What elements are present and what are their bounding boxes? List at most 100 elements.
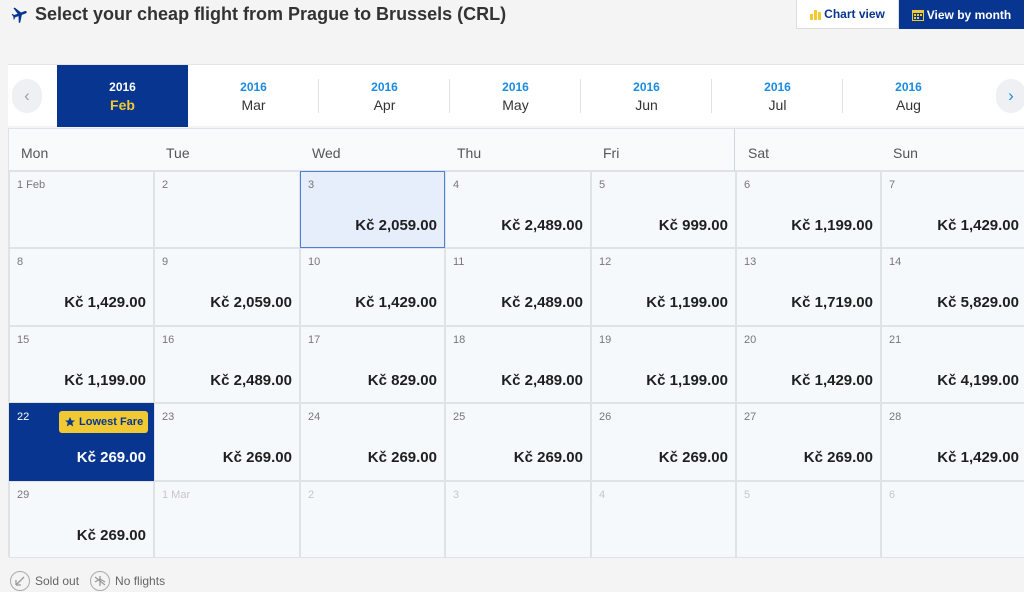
day-number: 2 — [308, 489, 315, 501]
header: Select your cheap flight from Prague to … — [0, 0, 1024, 30]
month-tab-apr[interactable]: 2016 Apr — [319, 65, 450, 127]
weekday-sun: Sun — [881, 129, 1024, 171]
sold-out-label: Sold out — [35, 574, 80, 588]
day-cell[interactable]: 6 Kč 1,199.00 — [736, 171, 881, 248]
month-tab-mar[interactable]: 2016 Mar — [188, 65, 319, 127]
month-tab-jun[interactable]: 2016 Jun — [581, 65, 712, 127]
month-tab-separator — [711, 79, 712, 113]
day-cell[interactable]: 5 Kč 999.00 — [591, 171, 736, 248]
month-tab-month: Jun — [635, 97, 658, 113]
day-cell[interactable]: 11 Kč 2,489.00 — [445, 248, 591, 326]
fare-price: Kč 1,429.00 — [937, 449, 1019, 466]
month-tab-month: Jul — [768, 97, 787, 113]
weekday-thu: Thu — [445, 129, 591, 171]
fare-price: Kč 1,199.00 — [646, 372, 728, 389]
day-cell[interactable]: 9 Kč 2,059.00 — [154, 248, 300, 326]
month-tab-jul[interactable]: 2016 Jul — [712, 65, 843, 127]
fare-price: Kč 269.00 — [513, 449, 583, 466]
day-number: 1 Feb — [17, 179, 46, 191]
day-cell[interactable]: 16 Kč 2,489.00 — [154, 326, 300, 403]
day-cell[interactable]: 24 Kč 269.00 — [300, 403, 445, 481]
day-cell: 6 — [881, 481, 1024, 558]
fare-price: Kč 999.00 — [658, 217, 728, 234]
day-cell[interactable]: 17 Kč 829.00 — [300, 326, 445, 403]
day-cell[interactable]: 12 Kč 1,199.00 — [591, 248, 736, 326]
month-tab-aug[interactable]: 2016 Aug — [843, 65, 974, 127]
day-number: 21 — [889, 334, 902, 346]
day-cell[interactable]: 10 Kč 1,429.00 — [300, 248, 445, 326]
fare-price: Kč 5,829.00 — [937, 294, 1019, 311]
legend: Sold out No flights — [10, 570, 176, 592]
month-selector: ‹ 2016 Feb 2016 Mar 2016 Apr 2016 May 2016 Jun 201… — [8, 64, 1024, 127]
day-cell[interactable]: 28 Kč 1,429.00 — [881, 403, 1024, 481]
day-cell: 2 — [300, 481, 445, 558]
month-tab-may[interactable]: 2016 May — [450, 65, 581, 127]
day-number: 12 — [599, 256, 612, 268]
day-number: 24 — [308, 411, 321, 423]
chevron-left-icon[interactable]: ‹ — [12, 79, 42, 113]
month-tab-separator — [318, 79, 319, 113]
fare-price: Kč 1,429.00 — [791, 372, 873, 389]
lowest-fare-label: Lowest Fare — [79, 416, 144, 428]
day-number: 11 — [453, 256, 465, 268]
chart-view-button[interactable]: Chart view — [796, 0, 899, 29]
day-cell[interactable]: 19 Kč 1,199.00 — [591, 326, 736, 403]
fare-price: Kč 1,429.00 — [64, 294, 146, 311]
month-tab-year: 2016 — [895, 80, 922, 94]
month-tab-year: 2016 — [764, 80, 791, 94]
day-number: 25 — [453, 411, 466, 423]
weekday-sat: Sat — [736, 129, 881, 171]
fare-price: Kč 269.00 — [222, 449, 292, 466]
fare-price: Kč 2,489.00 — [501, 217, 583, 234]
day-cell[interactable]: 4 Kč 2,489.00 — [445, 171, 591, 248]
day-cell[interactable]: 7 Kč 1,429.00 — [881, 171, 1024, 248]
month-tab-feb[interactable]: 2016 Feb — [57, 65, 188, 127]
day-cell[interactable]: 14 Kč 5,829.00 — [881, 248, 1024, 326]
day-cell[interactable]: 25 Kč 269.00 — [445, 403, 591, 481]
day-number: 6 — [889, 489, 896, 501]
fare-price: Kč 1,199.00 — [64, 372, 146, 389]
day-cell[interactable]: 3 Kč 2,059.00 — [300, 171, 445, 248]
day-cell[interactable]: 29 Kč 269.00 — [9, 481, 154, 558]
fare-price: Kč 1,429.00 — [937, 217, 1019, 234]
lowest-fare-badge: Lowest Fare — [59, 411, 149, 433]
fare-price: Kč 1,199.00 — [791, 217, 873, 234]
day-cell[interactable]: 22 Lowest Fare Kč 269.00 — [9, 403, 154, 481]
no-flights-label: No flights — [115, 574, 166, 588]
fare-price: Kč 269.00 — [367, 449, 437, 466]
fare-price: Kč 2,489.00 — [501, 372, 583, 389]
day-cell[interactable]: 20 Kč 1,429.00 — [736, 326, 881, 403]
day-number: 3 — [453, 489, 460, 501]
day-number: 4 — [453, 179, 460, 191]
day-number: 4 — [599, 489, 606, 501]
sold-out-icon — [10, 571, 30, 591]
month-tab-month: Feb — [110, 97, 135, 113]
day-cell[interactable]: 15 Kč 1,199.00 — [9, 326, 154, 403]
month-tab-month: Mar — [241, 97, 266, 113]
fare-price: Kč 1,719.00 — [791, 294, 873, 311]
day-cell: 3 — [445, 481, 591, 558]
day-number: 10 — [308, 256, 321, 268]
day-cell[interactable]: 26 Kč 269.00 — [591, 403, 736, 481]
day-number: 23 — [162, 411, 175, 423]
fare-price: Kč 2,059.00 — [210, 294, 292, 311]
fare-price: Kč 1,199.00 — [646, 294, 728, 311]
fare-price: Kč 1,429.00 — [355, 294, 437, 311]
chevron-right-icon[interactable]: › — [996, 79, 1024, 113]
day-cell[interactable]: 13 Kč 1,719.00 — [736, 248, 881, 326]
view-by-month-button[interactable]: View by month — [899, 0, 1024, 29]
legend-no-flights: No flights — [90, 571, 165, 591]
day-cell[interactable]: 18 Kč 2,489.00 — [445, 326, 591, 403]
day-number: 5 — [599, 179, 606, 191]
day-cell[interactable]: 21 Kč 4,199.00 — [881, 326, 1024, 403]
month-tab-year: 2016 — [109, 80, 136, 94]
day-number: 22 — [17, 411, 30, 423]
day-cell[interactable]: 23 Kč 269.00 — [154, 403, 300, 481]
day-number: 26 — [599, 411, 612, 423]
month-tab-year: 2016 — [633, 80, 660, 94]
fare-price: Kč 269.00 — [76, 449, 146, 466]
day-cell[interactable]: 8 Kč 1,429.00 — [9, 248, 154, 326]
fare-price: Kč 4,199.00 — [937, 372, 1019, 389]
day-number: 6 — [744, 179, 751, 191]
day-cell[interactable]: 27 Kč 269.00 — [736, 403, 881, 481]
